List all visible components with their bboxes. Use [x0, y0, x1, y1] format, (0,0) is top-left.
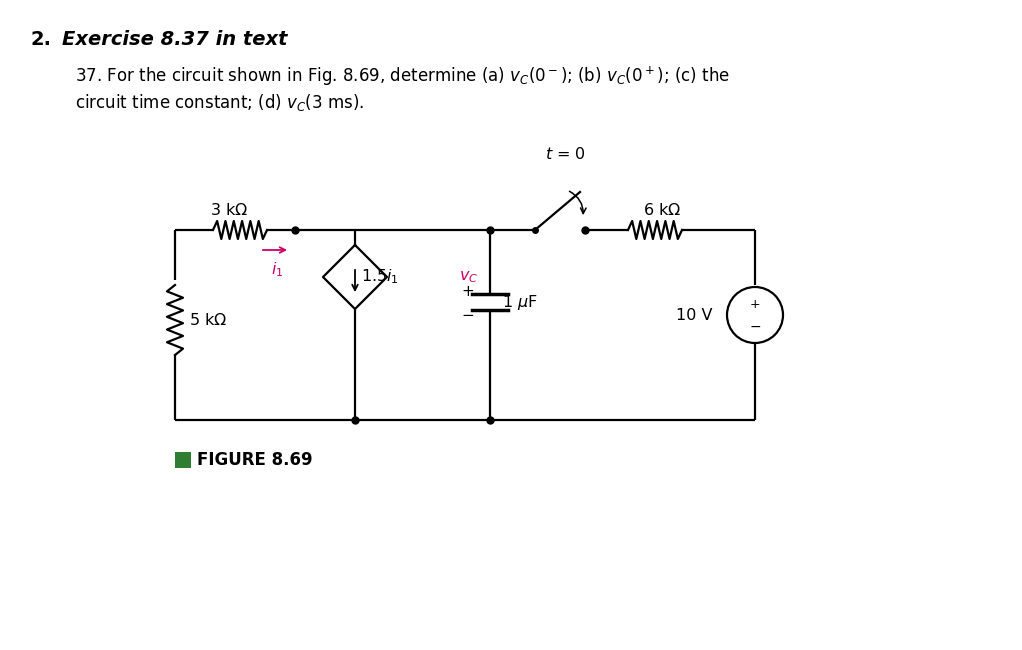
- Text: 6 k$\Omega$: 6 k$\Omega$: [643, 202, 681, 218]
- Bar: [175, 452, 191, 468]
- Text: $v_C$: $v_C$: [459, 269, 478, 285]
- Text: 1.5$i_1$: 1.5$i_1$: [361, 268, 399, 287]
- Text: 10 V: 10 V: [677, 307, 713, 322]
- Text: +: +: [750, 298, 760, 311]
- Text: $i_1$: $i_1$: [271, 260, 283, 279]
- Text: 5 k$\Omega$: 5 k$\Omega$: [189, 312, 227, 328]
- Text: +: +: [462, 285, 474, 300]
- Text: FIGURE 8.69: FIGURE 8.69: [197, 451, 313, 469]
- Text: −: −: [749, 320, 760, 334]
- Text: Exercise 8.37 in text: Exercise 8.37 in text: [62, 30, 287, 49]
- Text: 37. For the circuit shown in Fig. 8.69, determine (a) $v_C(0^-)$; (b) $v_C(0^+)$: 37. For the circuit shown in Fig. 8.69, …: [75, 65, 730, 88]
- Text: 2.: 2.: [30, 30, 51, 49]
- Text: circuit time constant; (d) $v_C$(3 ms).: circuit time constant; (d) $v_C$(3 ms).: [75, 92, 364, 113]
- Text: 3 k$\Omega$: 3 k$\Omega$: [210, 202, 248, 218]
- Text: −: −: [462, 307, 474, 322]
- Text: 1 $\mu$F: 1 $\mu$F: [502, 292, 538, 311]
- Text: $t$ = 0: $t$ = 0: [545, 146, 586, 162]
